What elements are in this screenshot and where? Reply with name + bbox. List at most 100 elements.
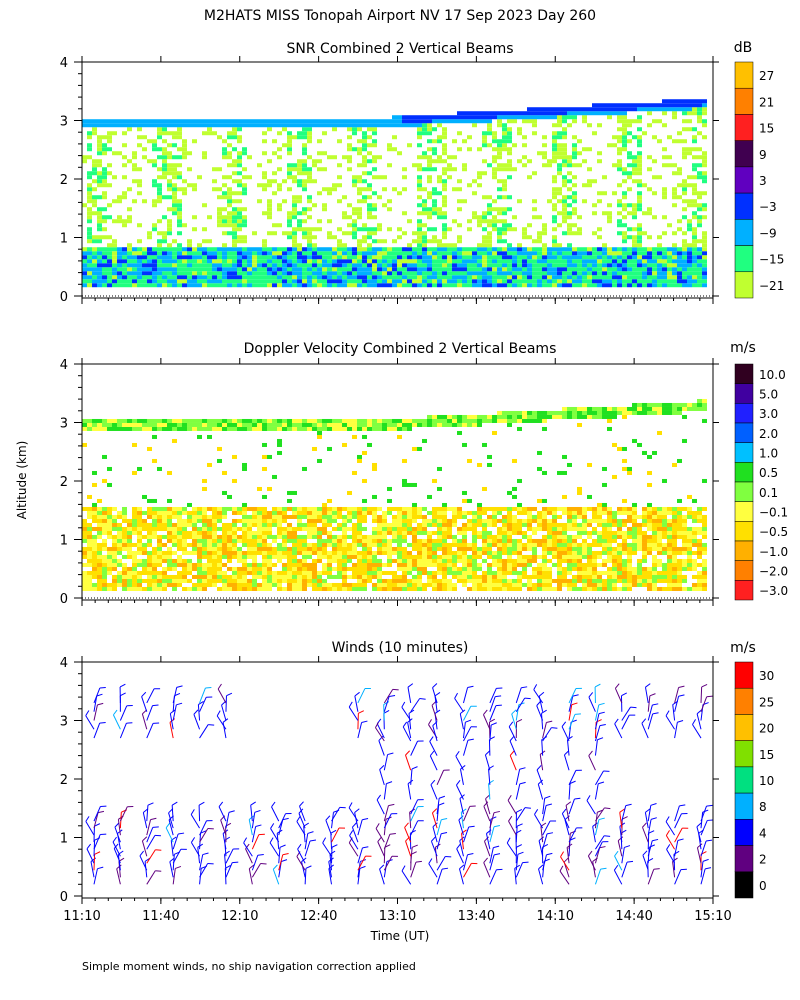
snr-cell — [187, 283, 192, 288]
doppler-cell — [262, 426, 267, 431]
snr-cell — [332, 155, 337, 160]
snr-cell — [412, 283, 417, 288]
snr-cell — [562, 119, 567, 124]
doppler-cell — [427, 582, 432, 587]
snr-cell — [352, 263, 357, 268]
snr-cell — [142, 135, 147, 140]
snr-cell — [642, 271, 647, 276]
doppler-cell — [347, 558, 352, 563]
doppler-cell — [327, 506, 332, 511]
doppler-cell — [212, 578, 217, 583]
snr-cell — [177, 171, 182, 176]
doppler-cell — [437, 562, 442, 567]
snr-cell — [537, 247, 542, 252]
doppler-cell — [352, 546, 357, 551]
doppler-cell — [447, 550, 452, 555]
snr-cell — [207, 123, 212, 128]
snr-cell — [132, 151, 137, 156]
doppler-cell — [447, 558, 452, 563]
snr-cell — [632, 271, 637, 276]
doppler-cell — [522, 574, 527, 579]
snr-cell — [377, 255, 382, 260]
snr-cell — [227, 215, 232, 220]
snr-cell — [112, 247, 117, 252]
doppler-cell — [507, 586, 512, 591]
snr-cell — [392, 147, 397, 152]
snr-cell — [662, 267, 667, 272]
doppler-cell — [182, 510, 187, 515]
snr-cell — [352, 235, 357, 240]
doppler-cell — [92, 550, 97, 555]
doppler-cell — [367, 422, 372, 427]
snr-cell — [307, 123, 312, 128]
doppler-cell — [92, 418, 97, 423]
snr-cell — [602, 211, 607, 216]
snr-cell — [102, 275, 107, 280]
doppler-cell — [432, 570, 437, 575]
snr-cell — [442, 255, 447, 260]
snr-cell — [212, 263, 217, 268]
doppler-cell — [82, 582, 87, 587]
snr-cell — [647, 255, 652, 260]
snr-cell — [467, 147, 472, 152]
snr-cell — [567, 187, 572, 192]
snr-cell — [437, 211, 442, 216]
doppler-cell — [152, 522, 157, 527]
doppler-cell — [407, 566, 412, 571]
doppler-cell — [257, 538, 262, 543]
snr-cell — [497, 275, 502, 280]
snr-cell — [517, 263, 522, 268]
snr-cell — [572, 271, 577, 276]
snr-cell — [692, 247, 697, 252]
doppler-cell — [207, 534, 212, 539]
snr-cell — [617, 251, 622, 256]
snr-cell — [347, 259, 352, 264]
doppler-cell — [482, 526, 487, 531]
snr-cell — [277, 119, 282, 124]
snr-cell — [507, 263, 512, 268]
snr-cell — [192, 263, 197, 268]
doppler-cell — [402, 482, 407, 487]
snr-cell — [582, 247, 587, 252]
snr-cell — [687, 271, 692, 276]
doppler-cell — [402, 566, 407, 571]
doppler-cell — [427, 530, 432, 535]
snr-cell — [427, 227, 432, 232]
snr-cell — [652, 247, 657, 252]
snr-cell — [487, 203, 492, 208]
snr-cell — [92, 199, 97, 204]
doppler-cell — [312, 578, 317, 583]
doppler-cell — [312, 566, 317, 571]
snr-cell — [662, 283, 667, 288]
snr-cell — [542, 143, 547, 148]
snr-cell — [162, 267, 167, 272]
snr-cell — [162, 139, 167, 144]
doppler-cell — [257, 546, 262, 551]
doppler-cell — [102, 522, 107, 527]
snr-cell — [267, 123, 272, 128]
snr-cell — [157, 155, 162, 160]
doppler-cell — [502, 582, 507, 587]
snr-cell — [447, 167, 452, 172]
doppler-cell — [87, 514, 92, 519]
snr-cell — [477, 171, 482, 176]
doppler-cell — [332, 566, 337, 571]
snr-cell — [502, 179, 507, 184]
snr-cell — [642, 259, 647, 264]
snr-cell — [112, 119, 117, 124]
doppler-cell — [172, 510, 177, 515]
doppler-cell — [247, 586, 252, 591]
snr-cell — [427, 259, 432, 264]
snr-cell — [587, 283, 592, 288]
snr-cell — [457, 279, 462, 284]
snr-cell — [542, 151, 547, 156]
snr-cell — [227, 195, 232, 200]
snr-cell — [107, 139, 112, 144]
doppler-cell — [492, 550, 497, 555]
snr-cell — [677, 139, 682, 144]
colorbar-label: 3 — [759, 174, 767, 188]
doppler-cell — [482, 570, 487, 575]
snr-cell — [522, 227, 527, 232]
doppler-cell — [197, 550, 202, 555]
doppler-cell — [267, 558, 272, 563]
